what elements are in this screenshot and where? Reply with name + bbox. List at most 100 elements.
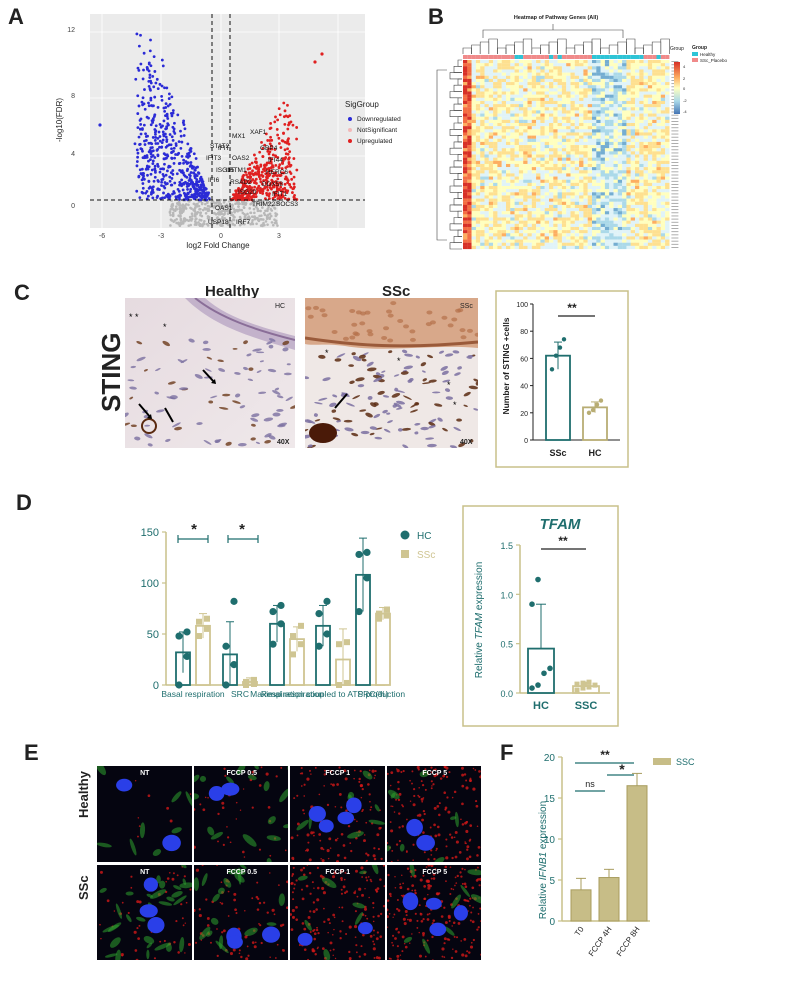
y-tick-label: 20 bbox=[520, 411, 528, 418]
data-point bbox=[315, 642, 323, 650]
data-point bbox=[183, 652, 191, 661]
fluorescence-grid: NT FCCP 0.5 FCCP 1 FCCP 5 NT FCCP 0.5 FCCP 1 FC… bbox=[97, 766, 484, 962]
panel-label-e: E bbox=[24, 740, 39, 765]
ifnb1-ylabel: Relative IFNB1 expression bbox=[538, 801, 549, 919]
data-point bbox=[592, 682, 598, 688]
nucleus bbox=[139, 903, 158, 918]
nucleus bbox=[226, 934, 243, 949]
asterisk-mark: * bbox=[453, 400, 457, 410]
ihc-mag: 40X bbox=[277, 439, 290, 446]
nucleus bbox=[405, 818, 423, 837]
data-point bbox=[363, 574, 371, 582]
volcano-xlabel: log2 Fold Change bbox=[186, 241, 250, 250]
fluorescence-tile: FCCP 1 bbox=[290, 766, 385, 862]
tile-label: FCCP 1 bbox=[325, 770, 350, 777]
panel-label-a: A bbox=[8, 4, 24, 29]
x-tick-label: SRC bbox=[231, 689, 249, 699]
data-point bbox=[336, 641, 342, 648]
chart-frame bbox=[495, 290, 629, 468]
row-label-ssc: SSc bbox=[76, 875, 91, 900]
ihc-mag: 40X bbox=[460, 439, 473, 446]
asterisk-mark: * * bbox=[129, 312, 139, 322]
y-tick-label: 1.5 bbox=[500, 541, 513, 551]
gene-label: RSAD2 bbox=[230, 179, 252, 186]
arrow-icon bbox=[334, 393, 348, 409]
tfam-title: TFAM bbox=[540, 516, 581, 533]
volcano-ytick: 0 bbox=[71, 203, 75, 210]
gene-label: IFITM1 bbox=[226, 167, 247, 174]
tfam-ylabel: Relative TFAM expression bbox=[474, 562, 485, 679]
data-point bbox=[590, 407, 596, 413]
data-point bbox=[384, 606, 390, 613]
data-point bbox=[243, 678, 249, 685]
bar-ssc bbox=[545, 354, 571, 441]
fluorescence-tile: NT bbox=[97, 864, 192, 960]
panel-label-b: B bbox=[428, 4, 444, 29]
arrow-icon bbox=[164, 407, 174, 423]
data-point bbox=[277, 620, 285, 628]
gene-label: USP18 bbox=[208, 219, 229, 226]
ihc-tag-ssc: SSc bbox=[460, 303, 473, 310]
data-point bbox=[196, 633, 202, 640]
data-point bbox=[196, 618, 202, 625]
nucleus bbox=[220, 782, 239, 796]
gene-label: HERC6 bbox=[266, 169, 288, 176]
volcano-xtick: -6 bbox=[99, 233, 105, 240]
legend-ssc-swatch bbox=[653, 758, 671, 765]
data-point bbox=[376, 610, 382, 617]
ihc-image-healthy: HC 40X * * * bbox=[125, 298, 295, 448]
legend-dot-down bbox=[348, 117, 352, 121]
volcano-legend-item: Upregulated bbox=[357, 138, 393, 145]
fluorescence-tile: FCCP 0.5 bbox=[193, 864, 288, 960]
volcano-xtick: 0 bbox=[219, 233, 223, 240]
legend-dot-ns bbox=[348, 128, 352, 132]
gene-label: IFIT bbox=[218, 145, 230, 152]
data-point bbox=[363, 548, 371, 556]
volcano-legend-item: Downregulated bbox=[357, 116, 401, 123]
row-label-healthy: Healthy bbox=[76, 771, 91, 818]
y-tick-label: 80 bbox=[520, 329, 528, 336]
x-tick-label: FCCP 8H bbox=[615, 925, 642, 958]
bar-ssc bbox=[375, 612, 391, 686]
asterisk-mark: * bbox=[447, 380, 451, 390]
data-point bbox=[222, 642, 230, 650]
sig-src: * bbox=[239, 521, 245, 538]
gene-label: IFI6 bbox=[208, 177, 220, 184]
nucleus bbox=[297, 932, 313, 946]
data-point bbox=[594, 402, 600, 407]
col-title-healthy: Healthy bbox=[205, 283, 260, 300]
gene-label: GBP4 bbox=[260, 145, 278, 152]
fluorescence-tile: FCCP 5 bbox=[386, 766, 481, 862]
data-point bbox=[290, 633, 296, 640]
sig-4h-8h: * bbox=[619, 761, 625, 777]
heatmap-scale-tick: 2 bbox=[683, 76, 686, 81]
y-tick-label: 0 bbox=[524, 438, 528, 445]
fluorescence-tile: FCCP 0.5 bbox=[193, 766, 288, 862]
data-point bbox=[557, 345, 563, 350]
data-point bbox=[323, 630, 331, 638]
data-point bbox=[355, 550, 363, 559]
y-tick-label: 0.0 bbox=[500, 689, 513, 699]
heatmap-scale-tick: 0 bbox=[683, 86, 686, 91]
nucleus bbox=[116, 778, 133, 792]
heatmap-legend-title: Group bbox=[692, 45, 707, 51]
y-tick-label: 10 bbox=[544, 835, 556, 846]
data-point bbox=[298, 622, 304, 629]
sting-ylabel: Number of STING +cells bbox=[501, 317, 511, 414]
data-point bbox=[561, 337, 567, 342]
legend-ssc: SSC bbox=[676, 757, 695, 767]
tfam-sig: ** bbox=[558, 534, 568, 548]
tile-label: NT bbox=[140, 770, 150, 777]
tile-label: FCCP 5 bbox=[422, 770, 447, 777]
y-tick-label: 5 bbox=[549, 876, 555, 887]
data-point bbox=[222, 681, 230, 689]
gene-label: OAS2 bbox=[232, 155, 250, 162]
gene-label: TRIM22 bbox=[252, 201, 276, 208]
x-tick-label: Basal respiration bbox=[161, 689, 225, 699]
data-point bbox=[549, 367, 555, 372]
y-tick-label: 50 bbox=[147, 629, 159, 641]
sig-basal: * bbox=[191, 521, 197, 538]
tile-label: FCCP 5 bbox=[422, 869, 447, 876]
gene-label: ISG15 bbox=[216, 167, 235, 174]
